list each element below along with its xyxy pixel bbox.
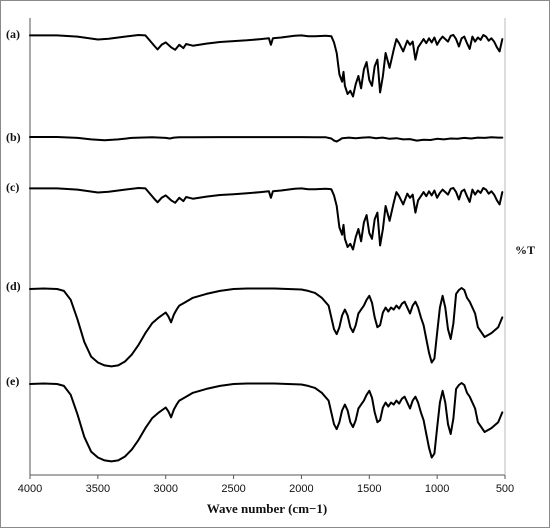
x-tick-label-500: 500 bbox=[496, 483, 514, 495]
trace-label-c: (c) bbox=[6, 180, 19, 194]
traces-layer bbox=[29, 34, 504, 463]
x-tick-label-3000: 3000 bbox=[153, 483, 177, 495]
x-tick-label-3500: 3500 bbox=[86, 483, 110, 495]
trace-label-b: (b) bbox=[6, 130, 21, 144]
y-axis-title: %T bbox=[515, 243, 535, 257]
trace-e bbox=[29, 382, 504, 463]
trace-c bbox=[29, 187, 504, 251]
x-tick-label-2500: 2500 bbox=[221, 483, 245, 495]
trace-label-e: (e) bbox=[6, 374, 19, 388]
x-axis-title: Wave number (cm−1) bbox=[207, 501, 328, 516]
labels-layer: (a) (b) (c) (d) (e) bbox=[6, 27, 21, 388]
trace-b bbox=[29, 136, 504, 143]
x-tick-label-1000: 1000 bbox=[425, 483, 449, 495]
trace-label-d: (d) bbox=[6, 279, 21, 293]
x-tick-label-4000: 4000 bbox=[18, 483, 42, 495]
trace-label-a: (a) bbox=[6, 27, 20, 41]
trace-a bbox=[29, 34, 504, 98]
x-tick-label-1500: 1500 bbox=[357, 483, 381, 495]
x-tick-label-2000: 2000 bbox=[289, 483, 313, 495]
axes-layer: 4000 3500 3000 2500 2000 1500 1000 500 bbox=[18, 18, 514, 495]
trace-d bbox=[29, 287, 504, 368]
